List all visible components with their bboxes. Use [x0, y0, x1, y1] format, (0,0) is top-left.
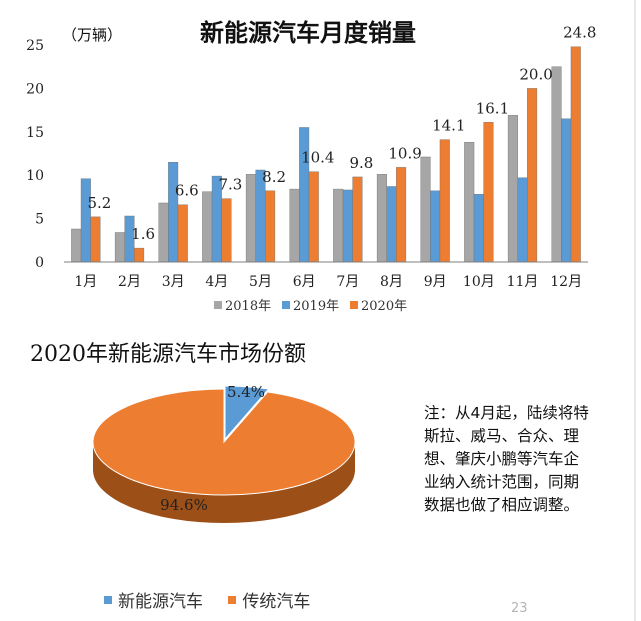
bar-chart: 新能源汽车月度销量 （万辆） 0 5 10 15 20 25 5.2 1.6 6.6 7.3 8.…	[26, 19, 597, 314]
bar-2018年-5月	[245, 174, 256, 263]
pie-slice-traditional	[92, 388, 356, 496]
legend-label: 2019年	[293, 299, 339, 314]
y-tick-label: 5	[35, 212, 44, 228]
x-tick-label: 6月	[293, 274, 316, 290]
bar-2020年-6月	[308, 171, 319, 263]
bar-chart-title: 新能源汽车月度销量	[200, 19, 416, 47]
bar-2018年-6月	[289, 188, 300, 263]
data-label: 16.1	[476, 99, 509, 117]
legend-label: 2018年	[225, 299, 271, 314]
bar-2020年-10月	[483, 122, 494, 263]
bar-2019年-6月	[299, 127, 310, 263]
legend-item-new-energy: 新能源汽车	[104, 587, 203, 612]
bar-2018年-7月	[333, 188, 344, 263]
data-label: 10.4	[301, 149, 334, 167]
x-tick-label: 3月	[162, 274, 185, 290]
bar-2018年-12月	[551, 66, 562, 263]
data-label: 14.1	[432, 117, 465, 135]
bar-2019年-9月	[430, 190, 441, 263]
y-tick-label: 10	[26, 168, 44, 184]
bar-2020年-8月	[396, 167, 407, 263]
legend-item-traditional: 传统汽车	[228, 587, 310, 612]
data-labels-group: 5.2 1.6 6.6 7.3 8.2 10.4 9.8 10.9 14.1 16.1 20.0 24…	[88, 24, 597, 243]
bar-2020年-7月	[352, 176, 363, 263]
legend-swatch	[282, 301, 290, 309]
legend-swatch	[214, 301, 222, 309]
bar-2020年-12月	[570, 46, 581, 263]
data-label: 24.8	[563, 24, 596, 42]
data-label: 8.2	[262, 168, 286, 186]
legend-label-new-energy: 新能源汽车	[118, 592, 203, 612]
legend-label: 2020年	[361, 299, 407, 314]
bar-2020年-4月	[221, 198, 232, 263]
bar-2019年-3月	[168, 161, 179, 263]
pie-label-new-energy: 5.4%	[227, 383, 265, 401]
y-axis-ticks: 0 5 10 15 20 25	[26, 38, 44, 271]
y-tick-label: 25	[26, 38, 44, 54]
data-label: 7.3	[219, 176, 243, 194]
data-label: 6.6	[175, 182, 199, 200]
data-label: 1.6	[131, 225, 155, 243]
bar-2018年-2月	[114, 232, 125, 263]
pie-slice-new-energy	[224, 385, 270, 441]
x-tick-label: 2月	[118, 274, 141, 290]
page-number: 23	[511, 601, 528, 616]
x-axis-labels: 1月 2月 3月 4月 5月 6月 7月 8月 9月 10月 11月 12月	[74, 274, 582, 290]
data-label: 9.8	[350, 154, 374, 172]
x-tick-label: 10月	[463, 274, 495, 290]
bar-2018年-1月	[71, 228, 82, 263]
legend-swatch-traditional	[228, 596, 237, 604]
bar-2019年-8月	[386, 186, 397, 263]
bar-2020年-3月	[177, 204, 188, 263]
bar-2019年-12月	[561, 118, 572, 263]
data-label: 10.9	[388, 144, 421, 162]
bar-2020年-1月	[90, 216, 101, 263]
bar-2019年-7月	[342, 189, 353, 263]
bar-2020年-5月	[265, 190, 276, 263]
x-tick-label: 12月	[550, 274, 582, 290]
data-label: 5.2	[88, 194, 112, 212]
bar-2018年-4月	[202, 191, 213, 263]
legend-swatch	[350, 301, 358, 309]
bar-2019年-1月	[80, 178, 91, 263]
y-tick-label: 20	[26, 81, 44, 97]
bar-2018年-10月	[464, 142, 475, 263]
bar-2019年-11月	[517, 177, 528, 263]
x-tick-label: 9月	[424, 274, 447, 290]
legend-label-traditional: 传统汽车	[242, 592, 311, 612]
legend-swatch-new-energy	[104, 596, 112, 604]
data-label: 20.0	[519, 65, 552, 83]
y-tick-label: 0	[35, 255, 44, 271]
x-tick-label: 7月	[336, 274, 359, 290]
y-axis-unit-label: （万辆）	[62, 26, 122, 44]
pie-label-traditional: 94.6%	[160, 496, 208, 514]
x-tick-label: 5月	[249, 274, 272, 290]
pie-chart: 5.4% 94.6%	[92, 383, 356, 523]
bar-2018年-3月	[158, 202, 169, 263]
pie-chart-legend: 新能源汽车 传统汽车	[104, 587, 330, 612]
bar-2018年-9月	[420, 156, 431, 263]
footnote: 注：从4月起，陆续将特斯拉、威马、合众、理想、肇庆小鹏等汽车企业纳入统计范围，同…	[424, 404, 589, 514]
pie-side-traditional	[93, 442, 355, 523]
bar-chart-legend: 2018年 2019年 2020年	[214, 299, 407, 314]
x-tick-label: 11月	[507, 274, 539, 290]
pie-chart-title: 2020年新能源汽车市场份额	[30, 342, 306, 367]
bar-2020年-9月	[439, 139, 450, 263]
bar-2020年-2月	[134, 247, 145, 263]
bar-2018年-11月	[507, 115, 518, 263]
slide-edge-divider	[634, 0, 636, 621]
y-tick-label: 15	[26, 125, 44, 141]
bar-2020年-11月	[527, 88, 538, 263]
x-tick-label: 1月	[74, 274, 97, 290]
bar-2018年-8月	[376, 174, 387, 263]
x-tick-label: 8月	[380, 274, 403, 290]
bar-2019年-10月	[473, 194, 484, 263]
bars-group	[71, 46, 581, 263]
x-tick-label: 4月	[205, 274, 228, 290]
